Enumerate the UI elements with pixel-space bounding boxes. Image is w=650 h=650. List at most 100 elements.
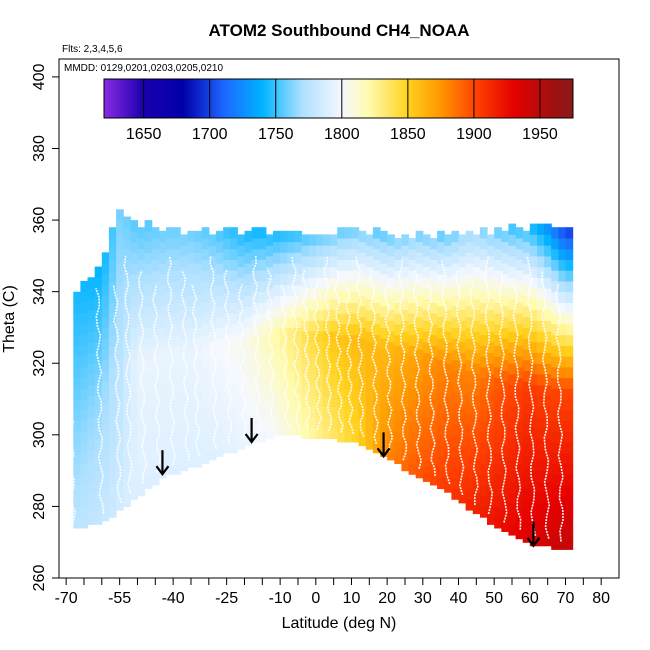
field-cell bbox=[387, 406, 395, 418]
field-cell bbox=[130, 284, 138, 296]
field-cell bbox=[422, 234, 431, 246]
field-cell bbox=[280, 402, 288, 414]
field-cell bbox=[551, 248, 559, 260]
field-cell bbox=[522, 424, 531, 436]
field-cell bbox=[158, 370, 167, 382]
field-cell bbox=[80, 484, 89, 497]
field-cell bbox=[472, 245, 481, 257]
field-cell bbox=[422, 331, 431, 343]
field-cell bbox=[558, 270, 567, 282]
field-cell bbox=[458, 492, 467, 504]
field-cell bbox=[551, 420, 559, 432]
field-cell bbox=[258, 366, 267, 379]
field-cell bbox=[494, 302, 502, 314]
field-cell bbox=[294, 273, 303, 286]
field-cell bbox=[158, 295, 167, 307]
field-cell bbox=[166, 420, 174, 432]
field-cell bbox=[237, 416, 245, 429]
field-cell bbox=[180, 406, 188, 418]
field-cell bbox=[237, 320, 245, 332]
field-cell bbox=[194, 359, 203, 371]
field-cell bbox=[230, 409, 238, 422]
field-cell bbox=[472, 470, 481, 482]
field-cell bbox=[130, 327, 138, 339]
field-cell bbox=[344, 377, 353, 389]
field-cell bbox=[515, 420, 524, 432]
field-cell bbox=[358, 316, 367, 328]
field-cell bbox=[94, 492, 103, 504]
field-cell bbox=[365, 277, 374, 289]
field-cell bbox=[472, 320, 481, 332]
field-cell bbox=[280, 252, 288, 264]
field-cell bbox=[487, 459, 495, 472]
field-cell bbox=[472, 384, 481, 396]
field-cell bbox=[351, 409, 360, 422]
field-cell bbox=[130, 316, 138, 328]
field-cell bbox=[187, 327, 196, 339]
field-cell bbox=[358, 413, 367, 425]
field-cell bbox=[280, 370, 288, 382]
field-cell bbox=[529, 470, 538, 482]
field-cell bbox=[87, 449, 96, 461]
field-cell bbox=[430, 302, 438, 314]
chart-title: ATOM2 Southbound CH4_NOAA bbox=[209, 21, 470, 40]
field-cell bbox=[116, 499, 124, 511]
field-cell bbox=[130, 230, 138, 243]
field-cell bbox=[351, 280, 360, 293]
field-cell bbox=[144, 348, 153, 361]
flight-profile-line bbox=[498, 270, 508, 523]
field-cell bbox=[430, 474, 438, 486]
field-cell bbox=[529, 427, 538, 439]
field-cell bbox=[301, 298, 310, 311]
field-cell bbox=[529, 416, 538, 429]
field-cell bbox=[287, 241, 295, 253]
field-cell bbox=[522, 510, 531, 522]
field-cell bbox=[394, 280, 402, 293]
field-cell bbox=[551, 356, 559, 368]
field-cell bbox=[137, 420, 146, 432]
field-cell bbox=[551, 323, 559, 336]
field-cell bbox=[508, 416, 517, 429]
field-cell bbox=[415, 230, 424, 243]
field-cell bbox=[401, 459, 410, 472]
field-cell bbox=[244, 359, 253, 371]
y-tick-label: 280 bbox=[31, 493, 48, 520]
field-cell bbox=[380, 348, 388, 361]
field-cell bbox=[422, 449, 431, 461]
field-cell bbox=[87, 416, 96, 429]
flight-profile-line bbox=[209, 255, 219, 450]
field-cell bbox=[180, 288, 188, 300]
field-cell bbox=[451, 445, 460, 457]
field-cell bbox=[515, 527, 524, 540]
field-cell bbox=[94, 481, 103, 493]
field-cell bbox=[508, 513, 517, 525]
down-arrow-head-icon bbox=[526, 537, 541, 548]
field-cell bbox=[173, 270, 181, 282]
colorbar-tick-label: 1950 bbox=[522, 126, 558, 143]
field-cell bbox=[422, 427, 431, 439]
field-cell bbox=[258, 302, 267, 314]
field-cell bbox=[194, 327, 203, 339]
field-cell bbox=[479, 291, 488, 303]
field-cell bbox=[351, 291, 360, 303]
field-cell bbox=[123, 366, 131, 379]
field-cell bbox=[265, 352, 274, 364]
field-cell bbox=[94, 277, 103, 289]
y-tick-label: 300 bbox=[31, 421, 48, 448]
field-cell bbox=[401, 363, 410, 375]
field-cell bbox=[494, 259, 502, 271]
field-cell bbox=[351, 388, 360, 400]
field-cell bbox=[116, 295, 124, 307]
x-tick-label: 80 bbox=[592, 590, 610, 607]
field-cell bbox=[294, 338, 303, 350]
field-cell bbox=[80, 463, 89, 475]
field-cell bbox=[344, 388, 353, 400]
field-cell bbox=[144, 477, 153, 490]
field-cell bbox=[344, 399, 353, 411]
field-cell bbox=[387, 352, 395, 364]
field-cell bbox=[337, 420, 345, 432]
field-cell bbox=[258, 377, 267, 389]
field-cell bbox=[87, 502, 96, 515]
field-cell bbox=[73, 409, 81, 422]
field-cell bbox=[537, 341, 545, 354]
